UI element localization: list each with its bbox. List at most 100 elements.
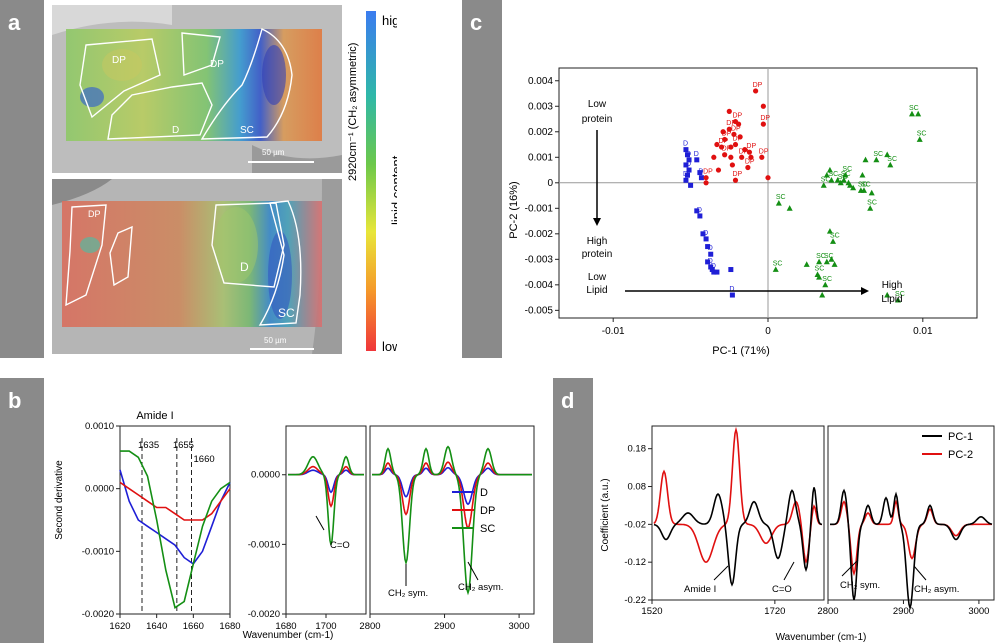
pca-scatter-plot: -0.01 0 0.01 0.004 0.003 0.002 0.001 0 -0.001 -0.… xyxy=(508,67,978,357)
d-xlabel: Wavenumber (cm-1) xyxy=(776,632,867,643)
c-point-sc xyxy=(834,177,841,183)
c-ytick-label: 0.001 xyxy=(528,152,553,163)
c-point-label-d: D xyxy=(683,141,688,148)
c-point-dp xyxy=(745,164,751,171)
b-right-xtick-label: 2900 xyxy=(434,621,455,632)
c-point-label-sc: SC xyxy=(816,253,826,260)
c-point-dp xyxy=(731,131,737,137)
c-ytick-label: -0.004 xyxy=(525,280,554,291)
b-right-xtick-label: 2800 xyxy=(359,621,380,632)
c-point-sc xyxy=(786,205,793,211)
c-xtick-label: 0 xyxy=(765,326,771,337)
c-annot-high-protein-2: protein xyxy=(582,249,613,260)
c-point-dp xyxy=(720,129,726,135)
c-point-dp xyxy=(753,88,759,94)
panel-label-c: c xyxy=(462,0,502,358)
c-annot-high-protein-1: High xyxy=(587,236,608,247)
d-ytick-label: -0.12 xyxy=(624,557,646,568)
c-point-dp xyxy=(759,154,765,160)
c-point-sc xyxy=(831,261,838,267)
d-xtick-label: 1520 xyxy=(641,606,662,617)
scalebar-top-label: 50 µm xyxy=(262,148,285,157)
c-point-label-sc: SC xyxy=(822,276,832,283)
c-ytick-label: -0.001 xyxy=(525,203,554,214)
c-point-label-sc: SC xyxy=(821,176,831,183)
c-point-d xyxy=(683,147,689,153)
c-ytick-label: -0.005 xyxy=(525,305,554,316)
c-point-label-dp: DP xyxy=(703,169,713,176)
b-left-xtick-label: 1640 xyxy=(146,621,167,632)
c-ytick-label: -0.002 xyxy=(525,229,554,240)
c-point-label-d: D xyxy=(694,151,699,158)
c-point-label-dp: DP xyxy=(732,113,742,120)
c-point-label-d: D xyxy=(711,263,716,270)
c-point-label-sc: SC xyxy=(867,199,877,206)
c-ytick-label: 0.003 xyxy=(528,101,553,112)
c-point-sc xyxy=(803,261,810,267)
b-right-ytick-label: 0.0000 xyxy=(251,470,280,481)
c-point-d xyxy=(709,267,715,273)
d-ytick-label: -0.02 xyxy=(624,519,646,530)
c-point-d xyxy=(683,177,689,183)
colorbar xyxy=(366,11,376,351)
colorbar-high-label: high xyxy=(382,13,397,28)
b-left-xtick-label: 1660 xyxy=(183,621,204,632)
b-left-line-sc xyxy=(120,450,231,610)
c-point-dp xyxy=(722,136,728,143)
c-ytick-label: -0.003 xyxy=(525,254,554,265)
region-label-sc: SC xyxy=(240,125,254,136)
c-point-sc xyxy=(819,291,826,298)
c-point-sc xyxy=(828,177,835,183)
b-right-annotation: C=O xyxy=(330,540,350,551)
b-right-ytick-label: -0.0010 xyxy=(248,539,280,550)
d-legend-label-pc-2: PC-2 xyxy=(948,449,973,461)
b-left-vline-label: 1660 xyxy=(194,454,215,465)
c-point-d xyxy=(698,175,704,181)
b-left-xtick-label: 1620 xyxy=(109,621,130,632)
c-point-sc xyxy=(816,273,823,280)
c-point-d xyxy=(684,172,690,178)
c-point-label-sc: SC xyxy=(873,151,883,158)
c-point-label-sc: SC xyxy=(776,194,786,201)
c-point-sc xyxy=(895,296,902,303)
d-annotation-arrow xyxy=(783,561,795,581)
c-point-label-sc: SC xyxy=(773,261,783,268)
region-label-dp-1: DP xyxy=(112,55,126,66)
c-ytick-label: 0.004 xyxy=(528,76,553,87)
c-point-sc xyxy=(873,156,880,163)
panel-a-figure: DP DP D SC 50 µm DP D SC 50 µm high low … xyxy=(52,5,397,354)
c-point-sc xyxy=(887,161,894,168)
c-point-label-sc: SC xyxy=(824,253,834,260)
b-right-frame xyxy=(285,425,367,615)
c-point-sc xyxy=(823,171,830,178)
c-xlabel: PC-1 (71%) xyxy=(712,345,769,357)
c-point-label-dp: DP xyxy=(726,120,736,127)
d-line-pc1-left xyxy=(653,487,823,587)
c-point-label-dp: DP xyxy=(745,158,755,165)
c-point-label-dp: DP xyxy=(753,82,763,89)
b-right-annotation: CH₂ sym. xyxy=(388,588,428,599)
c-ytick-label: 0.002 xyxy=(528,127,553,138)
c-point-d xyxy=(697,170,703,176)
c-point-dp xyxy=(760,103,766,109)
c-point-label-d: D xyxy=(703,230,708,237)
c-ylabel: PC-2 (16%) xyxy=(508,181,520,238)
c-point-d xyxy=(694,208,700,214)
c-point-sc xyxy=(775,200,782,206)
c-annot-low-lipid-2: Lipid xyxy=(586,285,607,296)
d-xtick-label: 1720 xyxy=(764,606,785,617)
c-point-label-d: D xyxy=(729,286,734,293)
b-legend-label-d: D xyxy=(480,487,488,499)
c-point-sc xyxy=(868,189,875,196)
region-label-d-bottom: D xyxy=(240,260,249,274)
c-point-label-sc: SC xyxy=(858,181,868,188)
c-point-sc xyxy=(884,151,891,158)
b-left-ytick-label: -0.0010 xyxy=(82,546,114,557)
c-point-label-dp: DP xyxy=(719,138,729,145)
panel-letter: c xyxy=(470,10,483,35)
c-point-label-sc: SC xyxy=(887,156,897,163)
d-annotation-arrow xyxy=(713,565,729,581)
b-right-xtick-label: 1680 xyxy=(275,621,296,632)
c-point-dp xyxy=(728,144,734,150)
c-point-label-dp: DP xyxy=(731,125,741,132)
